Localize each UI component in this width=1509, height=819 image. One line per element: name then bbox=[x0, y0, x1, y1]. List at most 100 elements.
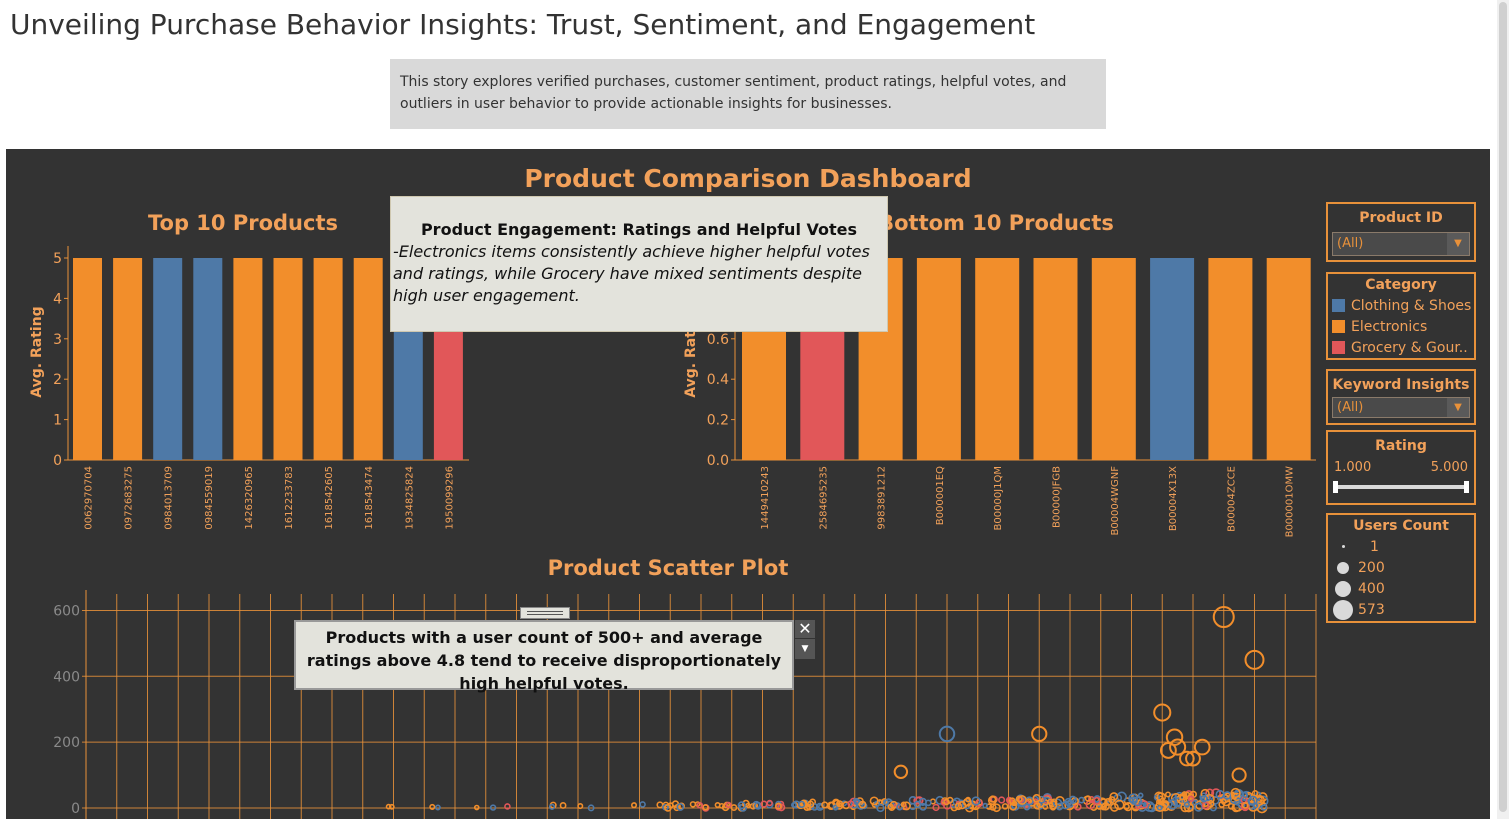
scatter-point bbox=[1109, 792, 1119, 801]
scatter-point bbox=[388, 803, 395, 810]
chevron-down-icon[interactable]: ▼ bbox=[795, 639, 815, 659]
scatter-point bbox=[1104, 798, 1113, 806]
bar bbox=[1091, 258, 1136, 460]
x-tick-label: 1612233783 bbox=[284, 466, 295, 530]
scatter-point bbox=[1162, 801, 1169, 808]
scatter-point bbox=[876, 803, 885, 813]
scatter-point bbox=[836, 800, 844, 808]
scatter-point bbox=[1031, 725, 1048, 743]
close-icon[interactable]: ✕ bbox=[795, 620, 815, 638]
product-id-filter-title: Product ID bbox=[1359, 210, 1443, 226]
scatter-point bbox=[1195, 800, 1206, 811]
scatter-annotation[interactable]: Products with a user count of 500+ and a… bbox=[294, 620, 794, 693]
legend-item-electronics[interactable]: Electronics bbox=[1328, 316, 1474, 337]
chevron-down-icon[interactable]: ▼ bbox=[1447, 398, 1469, 417]
bar bbox=[153, 258, 183, 460]
scatter-point bbox=[821, 801, 829, 809]
scatter-point bbox=[1181, 791, 1188, 797]
scatter-point bbox=[861, 802, 868, 810]
size-legend-item: 1 bbox=[1328, 536, 1474, 557]
legend-swatch bbox=[1332, 320, 1345, 333]
scatter-point bbox=[676, 803, 685, 811]
scatter-point bbox=[673, 804, 681, 812]
scatter-point bbox=[883, 799, 890, 806]
product-id-filter: Product ID (All) ▼ bbox=[1326, 202, 1476, 262]
legend-item-grocery[interactable]: Grocery & Gour.. bbox=[1328, 337, 1474, 358]
y-tick-label: 1 bbox=[53, 413, 62, 429]
x-tick-label: 1618543474 bbox=[364, 466, 375, 530]
y-tick-label: 0.0 bbox=[707, 453, 729, 469]
scatter-point bbox=[725, 801, 732, 809]
scatter-point bbox=[797, 800, 806, 809]
page-scrollbar[interactable] bbox=[1497, 0, 1509, 819]
size-legend-label: 200 bbox=[1358, 559, 1385, 576]
scatter-point bbox=[630, 802, 638, 809]
chevron-down-icon[interactable]: ▼ bbox=[1447, 233, 1469, 255]
scatter-point bbox=[1185, 750, 1201, 767]
bar bbox=[313, 258, 343, 460]
scatter-point bbox=[796, 803, 803, 810]
size-legend-item: 200 bbox=[1328, 557, 1474, 578]
keyword-dropdown[interactable]: (All) ▼ bbox=[1332, 397, 1470, 418]
scatter-point bbox=[689, 801, 697, 808]
size-dot bbox=[1337, 561, 1349, 574]
rating-min-value: 1.000 bbox=[1334, 460, 1372, 475]
scatter-point bbox=[766, 799, 773, 807]
rating-slider-handle-max[interactable] bbox=[1464, 481, 1469, 493]
keyword-dropdown-value: (All) bbox=[1337, 400, 1364, 415]
scatter-point bbox=[1242, 791, 1249, 798]
scatter-point bbox=[1204, 793, 1215, 805]
bar bbox=[113, 258, 143, 460]
y-tick-label: 2 bbox=[53, 372, 62, 388]
users-count-legend: Users Count 1 200 400 573 bbox=[1326, 513, 1476, 623]
scatter-point bbox=[1123, 802, 1133, 812]
scatter-point bbox=[1231, 767, 1247, 783]
rating-max-value: 5.000 bbox=[1430, 460, 1468, 475]
x-tick-label: B00004WGNF bbox=[1110, 466, 1121, 536]
bar bbox=[975, 258, 1020, 460]
scatter-point bbox=[1215, 789, 1225, 799]
scatter-point bbox=[1156, 804, 1163, 811]
annotation-drag-handle[interactable] bbox=[520, 607, 570, 619]
rating-filter: Rating 1.000 5.000 bbox=[1326, 430, 1476, 505]
rating-slider[interactable] bbox=[1333, 481, 1469, 493]
scrollbar-thumb[interactable] bbox=[1499, 2, 1507, 812]
dashboard-title: Product Comparison Dashboard bbox=[524, 164, 971, 193]
story-title: Unveiling Purchase Behavior Insights: Tr… bbox=[10, 8, 1036, 41]
x-tick-label: B000001OMW bbox=[1285, 466, 1296, 538]
scatter-point bbox=[1017, 795, 1027, 805]
y-tick-label: 0 bbox=[71, 801, 80, 817]
scatter-point bbox=[656, 801, 664, 809]
legend-swatch bbox=[1332, 299, 1345, 312]
scatter-point bbox=[777, 803, 786, 812]
scatter-point bbox=[957, 800, 967, 810]
scatter-point bbox=[1201, 801, 1210, 810]
rating-slider-handle-min[interactable] bbox=[1333, 481, 1338, 493]
scatter-point bbox=[1048, 800, 1058, 810]
scatter-point bbox=[577, 803, 584, 810]
scatter-point bbox=[940, 798, 948, 806]
bar bbox=[273, 258, 303, 460]
scatter-point bbox=[1260, 804, 1268, 811]
scatter-point bbox=[1064, 797, 1073, 807]
top10-ylabel: Avg. Rating bbox=[29, 306, 45, 397]
scatter-point bbox=[1179, 794, 1185, 801]
scatter-point bbox=[938, 725, 956, 743]
category-legend: Category Clothing & Shoes Electronics Gr… bbox=[1326, 272, 1476, 360]
scatter-point bbox=[1254, 794, 1265, 806]
scatter-point bbox=[806, 800, 815, 808]
scatter-point bbox=[473, 804, 480, 811]
scatter-point bbox=[1251, 789, 1259, 797]
product-id-dropdown[interactable]: (All) ▼ bbox=[1332, 232, 1470, 256]
y-tick-label: 0 bbox=[53, 453, 62, 469]
bar bbox=[233, 258, 263, 460]
top10-chart: 0 1 2 3 4 5 0062970704 0972683275 0984013709 0984… bbox=[53, 246, 469, 530]
users-count-legend-title: Users Count bbox=[1353, 518, 1449, 534]
x-tick-label: 1950099296 bbox=[444, 466, 455, 530]
engagement-annotation[interactable]: Product Engagement: Ratings and Helpful … bbox=[390, 196, 888, 332]
x-tick-label: B00004ZCCE bbox=[1226, 466, 1237, 532]
scatter-point bbox=[639, 801, 646, 808]
scatter-point bbox=[587, 804, 595, 812]
legend-swatch bbox=[1332, 341, 1345, 354]
legend-item-clothing[interactable]: Clothing & Shoes bbox=[1328, 295, 1474, 316]
